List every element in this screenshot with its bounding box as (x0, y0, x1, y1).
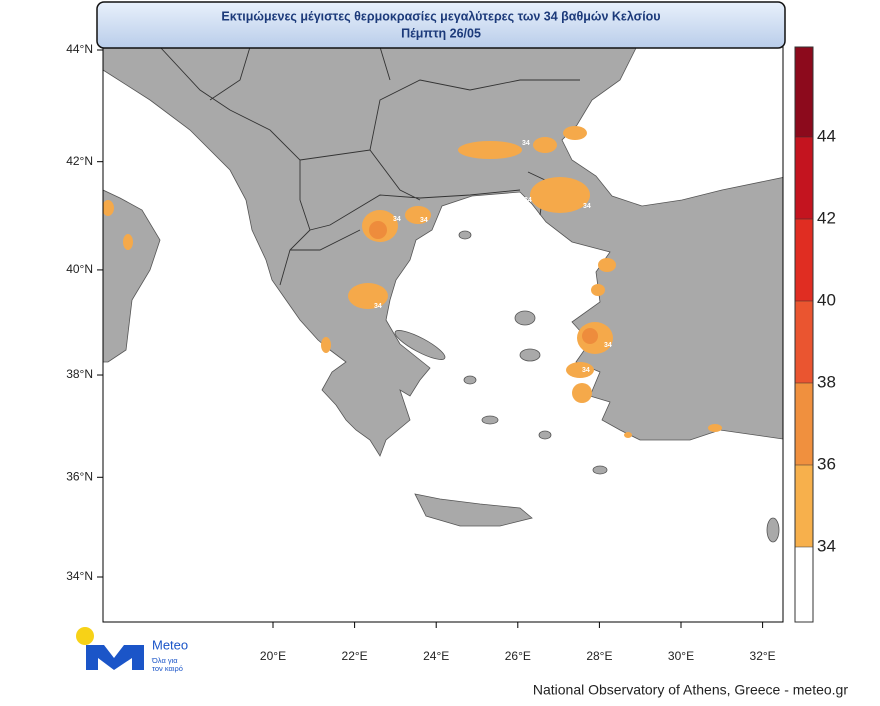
logo-mark (86, 645, 144, 670)
heat-area (591, 284, 605, 296)
heat-area (405, 206, 431, 224)
heat-area (530, 177, 590, 213)
contour-label: 34 (583, 203, 591, 210)
contour-label: 34 (524, 197, 532, 204)
heat-area (563, 126, 587, 140)
mainland (103, 47, 783, 457)
colorbar: 34 36 38 40 42 44 (794, 46, 836, 623)
lon-label: 24°E (423, 649, 449, 663)
footer: National Observatory of Athens, Greece -… (533, 682, 848, 698)
italy (103, 189, 161, 363)
logo-tagline: τον καιρό (152, 664, 183, 673)
title-box (96, 1, 786, 49)
colorbar-segment (795, 47, 813, 137)
heat-area (458, 141, 522, 159)
colorbar-segment (795, 137, 813, 219)
heat-area (369, 221, 387, 239)
lon-label: 32°E (750, 649, 776, 663)
island (514, 310, 536, 326)
colorbar-segment (795, 465, 813, 547)
colorbar-frame (794, 46, 814, 623)
colorbar-label: 34 (817, 536, 836, 555)
colorbar-segment (795, 383, 813, 465)
subtitle: Πέμπτη 26/05 (401, 26, 481, 40)
island (463, 375, 477, 385)
colorbar-label: 40 (817, 290, 836, 309)
island (766, 517, 780, 543)
colorbar-segment (795, 219, 813, 301)
colorbar-label: 36 (817, 454, 836, 473)
heat-area (572, 383, 592, 403)
heat-area (123, 234, 133, 250)
lat-label: 40°N (66, 262, 93, 276)
lat-label: 34°N (66, 569, 93, 583)
island (458, 230, 472, 240)
lon-label: 30°E (668, 649, 694, 663)
lon-label: 28°E (586, 649, 612, 663)
island (394, 330, 446, 360)
heat-area (708, 424, 722, 432)
colorbar-label: 38 (817, 372, 836, 391)
colorbar-label: 44 (817, 126, 836, 145)
heat-area (321, 337, 331, 353)
contour-label: 34 (393, 216, 401, 223)
logo: Meteo Όλα για τον καιρό (76, 627, 188, 673)
colorbar-segment (795, 547, 813, 622)
heat-area (533, 137, 557, 153)
logo-name: Meteo (152, 637, 188, 652)
contour-label: 34 (522, 140, 530, 147)
lat-label: 44°N (66, 42, 93, 56)
contour-label: 34 (420, 217, 428, 224)
contour-label: 34 (604, 342, 612, 349)
crete (414, 493, 533, 527)
lon-label: 26°E (505, 649, 531, 663)
lon-label: 20°E (260, 649, 286, 663)
lat-label: 36°N (66, 469, 93, 483)
heat-areas (103, 126, 722, 438)
heat-area (566, 362, 594, 378)
logo-tagline: Όλα για (151, 656, 178, 665)
title: Εκτιμώμενες μέγιστες θερμοκρασίες μεγαλύ… (221, 9, 660, 23)
contour-label: 34 (374, 303, 382, 310)
map: 34 34 34 34 34 34 34 34 34 (103, 47, 783, 543)
contour-label: 34 (582, 367, 590, 374)
logo-sun (76, 627, 94, 645)
heat-area (624, 432, 632, 438)
contour-label: 34 (566, 141, 574, 148)
lon-label: 22°E (342, 649, 368, 663)
heat-area (348, 283, 388, 309)
island (481, 415, 499, 425)
lat-label: 42°N (66, 154, 93, 168)
island (538, 430, 552, 440)
heat-area (582, 328, 598, 344)
heat-area (598, 258, 616, 272)
island (519, 348, 541, 362)
colorbar-label: 42 (817, 208, 836, 227)
island (592, 465, 608, 475)
colorbar-segment (795, 301, 813, 383)
heat-area (103, 200, 114, 216)
lat-label: 38°N (66, 367, 93, 381)
axes: 44°N 42°N 40°N 38°N 36°N 34°N 20°E 22°E 24°E 26°E… (66, 42, 775, 663)
